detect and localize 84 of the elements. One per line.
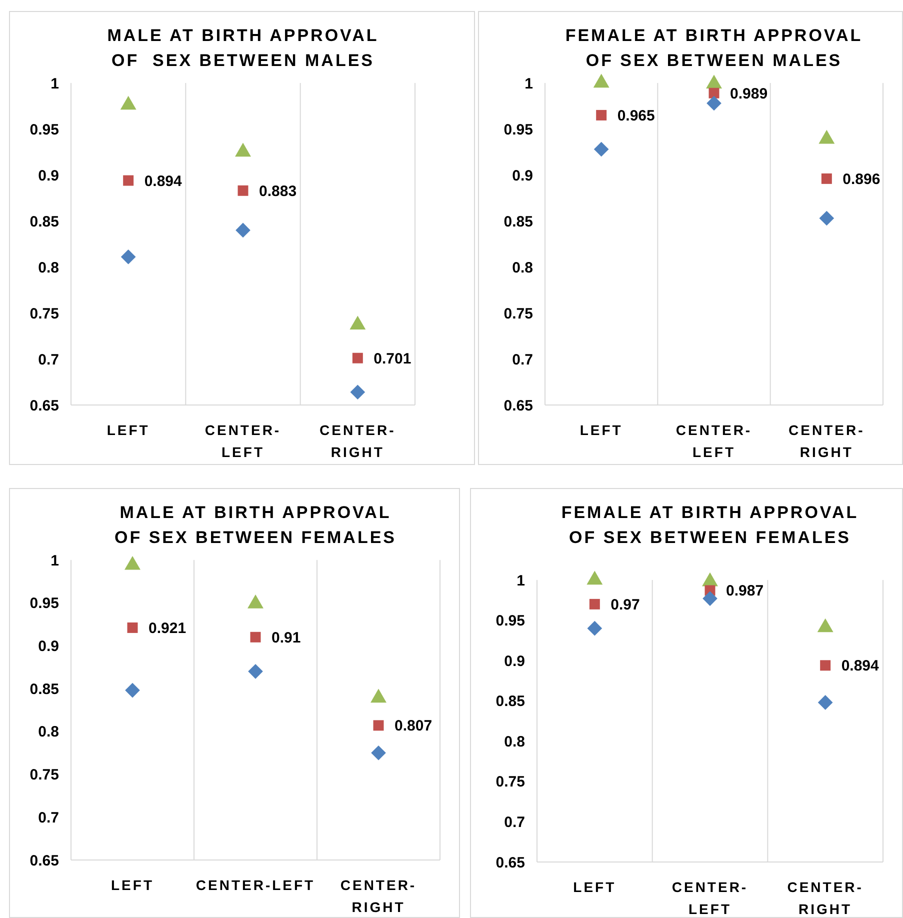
data-label: 0.894	[841, 658, 880, 675]
y-tick-label: 0.85	[30, 680, 59, 698]
y-tick-label: 1	[516, 572, 525, 590]
x-tick-label: LEFT	[573, 879, 616, 895]
y-tick-label: 1	[50, 75, 59, 92]
data-label: 0.965	[617, 107, 655, 124]
y-tick-label: 1	[524, 75, 533, 92]
data-label: 0.97	[610, 596, 640, 614]
y-tick-label: 0.85	[496, 693, 525, 710]
y-tick-label: 0.8	[38, 724, 59, 741]
y-tick-label: 1	[50, 552, 59, 570]
data-label: 0.896	[842, 170, 880, 188]
y-tick-label: 0.75	[496, 774, 525, 791]
y-tick-label: 0.95	[30, 595, 59, 612]
point	[820, 660, 831, 671]
point	[248, 664, 263, 679]
point	[596, 110, 607, 120]
y-tick-label: 0.65	[504, 397, 533, 414]
y-tick-label: 0.65	[30, 852, 59, 870]
point	[706, 96, 722, 111]
y-tick-label: 0.65	[496, 854, 525, 872]
point	[587, 620, 602, 636]
x-tick-label: CENTER-RIGHT	[340, 877, 417, 915]
y-tick-label: 0.95	[496, 612, 525, 630]
x-tick-label: CENTER-RIGHT	[787, 879, 864, 917]
data-label: 0.894	[144, 172, 183, 190]
chart-title: MALE AT BIRTH APPROVAL OF SEX BETWEEN MALES	[107, 26, 379, 70]
y-tick-label: 0.8	[512, 259, 533, 276]
point	[821, 173, 832, 184]
point	[125, 682, 140, 698]
x-tick-label: CENTER-LEFT	[676, 422, 752, 460]
point	[238, 185, 248, 196]
y-tick-label: 0.75	[504, 305, 533, 322]
data-label: 0.921	[148, 620, 186, 637]
y-tick-label: 0.9	[38, 167, 59, 184]
x-tick-label: CENTER-LEFT	[204, 422, 282, 460]
x-tick-label: CENTER-LEFT	[672, 879, 748, 917]
x-tick-label: LEFT	[580, 422, 623, 438]
y-tick-label: 0.9	[512, 167, 533, 184]
chart-title: FEMALE AT BIRTH APPROVAL OF SEX BETWEEN MALES	[565, 26, 863, 70]
x-tick-label: LEFT	[106, 422, 150, 438]
point	[250, 632, 261, 642]
x-tick-label: CENTER-RIGHT	[320, 422, 396, 460]
y-tick-label: 0.65	[30, 397, 59, 414]
point	[371, 745, 386, 760]
point	[702, 591, 718, 606]
point	[594, 142, 609, 157]
y-tick-label: 0.8	[38, 259, 59, 276]
y-tick-label: 0.75	[30, 305, 59, 322]
y-tick-label: 0.9	[504, 652, 525, 670]
y-tick-label: 0.8	[504, 733, 525, 750]
point	[818, 695, 833, 710]
x-tick-label: CENTER-LEFT	[196, 877, 316, 893]
y-tick-label: 0.9	[38, 638, 59, 655]
point	[352, 352, 363, 364]
x-tick-label: CENTER-RIGHT	[788, 422, 865, 460]
y-tick-label: 0.85	[504, 213, 533, 230]
y-tick-label: 0.7	[38, 809, 59, 826]
point	[819, 210, 834, 226]
point	[350, 384, 366, 400]
point	[123, 175, 134, 186]
y-tick-label: 0.7	[512, 351, 533, 368]
y-tick-label: 0.7	[504, 814, 525, 831]
point	[127, 622, 138, 633]
point	[248, 594, 264, 608]
point	[124, 556, 140, 570]
chart-title: FEMALE AT BIRTH APPROVAL OF SEX BETWEEN FEMALES	[561, 503, 859, 547]
point	[589, 598, 600, 610]
y-tick-label: 0.95	[30, 121, 59, 138]
point	[120, 249, 136, 264]
data-label: 0.989	[730, 85, 768, 102]
data-label: 0.883	[259, 182, 297, 200]
data-label: 0.807	[394, 718, 432, 735]
y-tick-label: 0.75	[30, 766, 59, 784]
y-tick-label: 0.95	[504, 121, 533, 138]
chart-title: MALE AT BIRTH APPROVAL OF SEX BETWEEN FEMALES	[114, 503, 397, 547]
point	[373, 720, 384, 731]
data-label: 0.91	[272, 629, 301, 646]
x-tick-label: LEFT	[111, 877, 154, 893]
y-tick-label: 0.85	[30, 213, 59, 230]
y-tick-label: 0.7	[38, 351, 59, 368]
point	[236, 222, 250, 238]
data-label: 0.987	[726, 582, 764, 600]
data-label: 0.701	[374, 350, 412, 368]
